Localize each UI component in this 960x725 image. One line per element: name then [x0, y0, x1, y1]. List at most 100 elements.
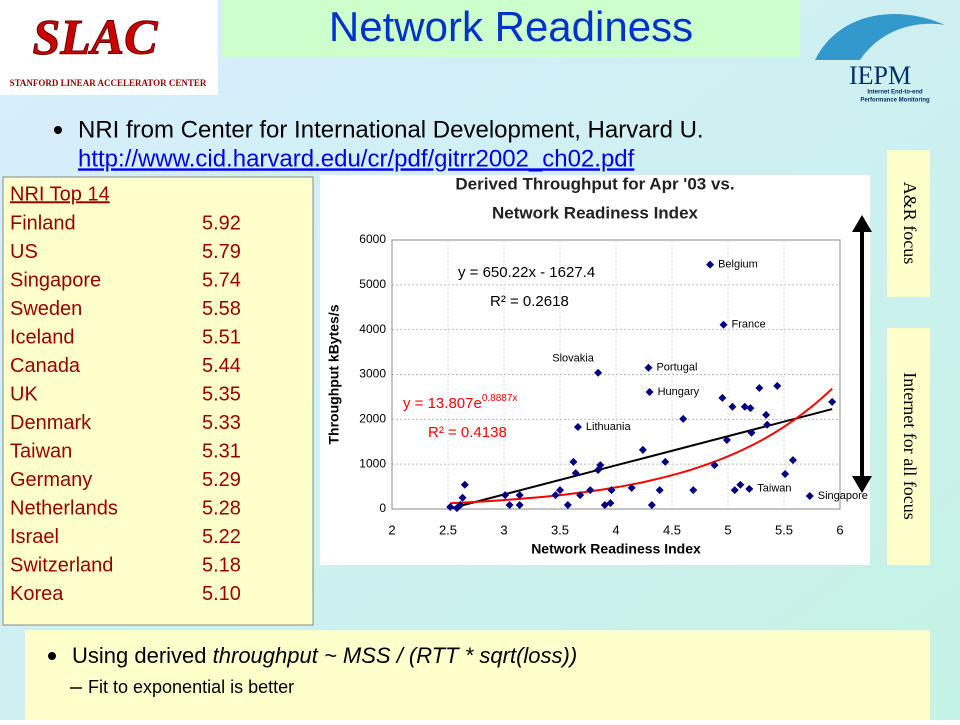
country: Taiwan — [10, 440, 72, 462]
data-point — [747, 428, 756, 437]
link[interactable]: http://www.cid.harvard.edu/cr/pdf/gitrr2… — [78, 145, 635, 172]
data-point — [569, 457, 578, 466]
country: Germany — [10, 469, 92, 491]
iepm-logo: IEPM — [849, 61, 911, 90]
point-label: Portugal — [656, 362, 697, 374]
data-point — [762, 410, 771, 419]
x-tick-label: 4 — [612, 522, 619, 537]
nri-score: 5.28 — [202, 497, 241, 519]
country: UK — [10, 383, 38, 405]
exp-equation: y = 13.807e0.8887x — [403, 393, 517, 412]
x-axis-label: Network Readiness Index — [531, 541, 701, 557]
side-label-box — [887, 328, 930, 565]
chart-title: Derived Throughput for Apr '03 vs. — [455, 174, 734, 193]
exp-r2: R² = 0.4138 — [428, 424, 507, 441]
point-label: Belgium — [718, 259, 758, 271]
y-tick-label: 2000 — [359, 412, 386, 426]
point-label: Taiwan — [757, 483, 791, 495]
country: Iceland — [10, 326, 75, 348]
x-tick-label: 2.5 — [439, 522, 457, 537]
data-point — [606, 499, 615, 508]
data-point — [515, 491, 524, 500]
point-label: Lithuania — [586, 421, 632, 433]
data-point — [781, 470, 790, 479]
slide-title: Network Readiness — [329, 3, 693, 50]
country: Netherlands — [10, 497, 118, 519]
data-point — [746, 404, 755, 413]
bullet-dot — [54, 126, 62, 134]
point-label: Singapore — [818, 490, 868, 502]
footer-italic: throughput ~ MSS / (RTT * sqrt(loss)) — [213, 643, 578, 668]
data-point — [755, 383, 764, 392]
data-point — [763, 420, 772, 429]
data-point — [571, 469, 580, 478]
data-point — [594, 368, 603, 377]
bullet-text: NRI from Center for International Develo… — [78, 116, 704, 143]
side-label-box — [887, 150, 930, 297]
data-point — [505, 500, 514, 509]
data-point — [645, 387, 654, 396]
data-point — [563, 500, 572, 509]
data-point — [446, 502, 455, 511]
country: Israel — [10, 526, 59, 548]
nri-score: 5.51 — [202, 326, 241, 348]
y-axis-label: Throughput kBytes/s — [326, 304, 342, 444]
y-tick-label: 3000 — [359, 367, 386, 381]
data-point — [452, 504, 461, 513]
slac-logo: SLAC — [32, 8, 158, 64]
nri-score: 5.74 — [202, 269, 241, 291]
point-label: France — [732, 319, 766, 331]
data-point — [805, 491, 814, 500]
data-point — [551, 491, 560, 500]
data-point — [736, 480, 745, 489]
footer-box — [25, 630, 930, 720]
nri-score: 5.35 — [202, 383, 241, 405]
data-point — [460, 480, 469, 489]
data-point — [458, 493, 467, 502]
bullet-dot — [48, 652, 56, 660]
nri-score: 5.18 — [202, 554, 241, 576]
data-point — [706, 260, 715, 269]
data-point — [719, 320, 728, 329]
point-label: Slovakia — [552, 353, 594, 365]
slac-subtitle: STANFORD LINEAR ACCELERATOR CENTER — [10, 78, 207, 88]
country: Switzerland — [10, 554, 113, 576]
exp-base: y = 13.807e — [403, 395, 482, 412]
data-point — [745, 484, 754, 493]
nri-score: 5.44 — [202, 355, 241, 377]
logo-panel — [0, 0, 218, 95]
nri-score: 5.33 — [202, 412, 241, 434]
nri-score: 5.22 — [202, 526, 241, 548]
x-tick-label: 3.5 — [551, 522, 569, 537]
country: Canada — [10, 355, 81, 377]
data-point — [728, 402, 737, 411]
data-point — [788, 456, 797, 465]
data-point — [627, 483, 636, 492]
table-title: NRI Top 14 — [10, 183, 110, 205]
title-box — [222, 0, 800, 57]
linear-r2: R² = 0.2618 — [490, 293, 569, 310]
data-point — [594, 465, 603, 474]
data-point — [556, 486, 564, 495]
country: Singapore — [10, 269, 101, 291]
country: Finland — [10, 212, 76, 234]
y-tick-label: 0 — [379, 501, 386, 515]
x-tick-label: 5.5 — [775, 522, 793, 537]
y-tick-label: 1000 — [359, 456, 386, 470]
data-point — [773, 381, 782, 390]
data-point — [722, 435, 731, 444]
y-tick-label: 5000 — [359, 277, 386, 291]
data-point — [573, 422, 582, 431]
nri-score: 5.31 — [202, 440, 241, 462]
iepm-subtitle: Internet End-to-end — [867, 90, 923, 96]
data-point — [710, 461, 719, 470]
data-point — [647, 500, 656, 509]
data-point — [576, 491, 585, 500]
point-label: Hungary — [658, 386, 700, 398]
country: Denmark — [10, 412, 92, 434]
data-point — [740, 402, 749, 411]
x-tick-label: 4.5 — [663, 522, 681, 537]
data-point — [638, 445, 647, 454]
x-tick-label: 6 — [836, 522, 843, 537]
